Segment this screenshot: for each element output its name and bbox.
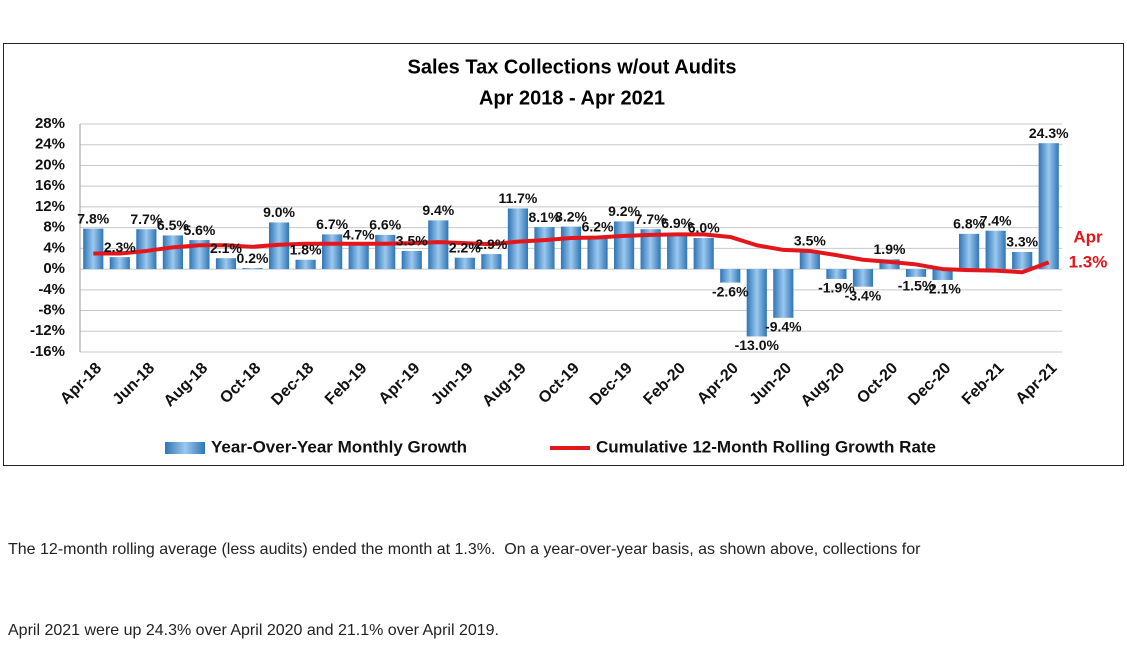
page: Sales Tax Collections w/out Audits Apr 2… <box>3 43 1124 639</box>
data-label: -1.9% <box>818 280 855 296</box>
bar <box>401 250 422 270</box>
bar <box>162 235 183 270</box>
y-tick-label: 24% <box>35 136 65 153</box>
y-tick-label: 0% <box>43 260 65 277</box>
data-label: 9.4% <box>422 202 454 218</box>
bar <box>905 269 927 277</box>
data-label: 2.9% <box>475 236 507 252</box>
data-label: 7.4% <box>980 212 1012 228</box>
bar <box>481 254 502 270</box>
data-label: 2.3% <box>104 239 136 255</box>
data-label: 24.3% <box>1029 125 1069 141</box>
y-tick-label: 12% <box>35 198 65 215</box>
data-label: -3.4% <box>845 287 882 303</box>
data-label: 2.1% <box>210 240 242 256</box>
data-label: -2.6% <box>712 283 749 299</box>
chart-title: Sales Tax Collections w/out Audits <box>408 56 737 78</box>
bar <box>83 228 104 270</box>
bar <box>879 259 900 270</box>
data-label: -1.5% <box>898 278 935 294</box>
bar <box>746 269 767 337</box>
y-tick-label: -16% <box>30 343 65 360</box>
data-label: 6.7% <box>316 216 348 232</box>
bar <box>773 269 794 318</box>
y-tick-label: 20% <box>35 156 65 173</box>
data-label: 7.7% <box>130 211 162 227</box>
data-label: 6.8% <box>953 216 985 232</box>
bar <box>667 233 688 270</box>
data-label: -13.0% <box>735 337 780 353</box>
bar <box>1038 143 1059 270</box>
data-label: 9.2% <box>608 203 640 219</box>
data-label: 8.2% <box>555 208 587 224</box>
bar <box>932 269 953 280</box>
y-tick-label: 28% <box>35 115 65 132</box>
bar <box>428 220 449 270</box>
data-label: 1.8% <box>290 241 322 257</box>
data-label: -2.1% <box>924 281 961 297</box>
annotation: 1.3% <box>1069 252 1108 271</box>
data-label: -9.4% <box>765 319 802 335</box>
data-label: 7.8% <box>77 210 109 226</box>
bar <box>560 226 582 270</box>
data-label: 1.9% <box>874 241 906 257</box>
bar <box>613 221 635 270</box>
chart-subtitle: Apr 2018 - Apr 2021 <box>479 87 665 109</box>
data-label: 8.1% <box>528 209 560 225</box>
legend-swatch <box>165 442 205 454</box>
bar <box>826 269 847 279</box>
data-label: 4.7% <box>343 226 375 242</box>
line <box>93 232 1050 275</box>
data-label: 2.2% <box>449 239 481 255</box>
data-label: 6.2% <box>582 219 614 235</box>
data-label: 3.3% <box>1006 234 1038 250</box>
bar <box>322 234 343 270</box>
data-label: 6.9% <box>661 215 693 231</box>
legend-label: Cumulative 12-Month Rolling Growth Rate <box>596 437 936 456</box>
annotation: Apr <box>1073 227 1103 246</box>
caption: The 12-month rolling average (less audit… <box>8 482 920 671</box>
bar <box>985 230 1006 270</box>
bar <box>693 238 714 270</box>
bar <box>534 227 555 270</box>
data-label: 7.7% <box>635 211 667 227</box>
data-label: 6.0% <box>688 220 720 236</box>
bar <box>799 250 820 270</box>
y-tick-label: 16% <box>35 177 65 194</box>
data-label: 6.6% <box>369 217 401 233</box>
data-label: 5.6% <box>183 222 215 238</box>
bar <box>959 233 980 270</box>
data-label: 11.7% <box>498 190 537 206</box>
y-tick-label: 8% <box>43 219 65 236</box>
bar <box>852 269 874 287</box>
data-label: 0.2% <box>237 250 269 266</box>
legend-label: Year-Over-Year Monthly Growth <box>211 437 467 456</box>
chart: Sales Tax Collections w/out Audits Apr 2… <box>3 43 1124 466</box>
bar <box>295 259 316 270</box>
bar <box>640 229 661 270</box>
bar <box>375 234 396 270</box>
y-tick-label: -8% <box>38 302 65 319</box>
data-label: 6.5% <box>157 217 189 233</box>
y-tick-label: -4% <box>38 281 65 298</box>
data-label: 3.5% <box>794 233 826 249</box>
bar <box>587 236 608 270</box>
bar <box>215 258 237 270</box>
y-tick-label: 4% <box>43 239 65 256</box>
data-label: 9.0% <box>263 204 295 220</box>
y-tick-label: -12% <box>30 322 65 339</box>
caption-line: April 2021 were up 24.3% over April 2020… <box>8 622 499 639</box>
bar <box>242 268 263 270</box>
bar <box>1012 251 1033 270</box>
bar <box>348 244 369 270</box>
data-label: 3.5% <box>396 233 428 249</box>
bar <box>109 257 130 270</box>
bar <box>507 208 529 270</box>
bar <box>454 257 475 270</box>
bar <box>720 269 741 283</box>
